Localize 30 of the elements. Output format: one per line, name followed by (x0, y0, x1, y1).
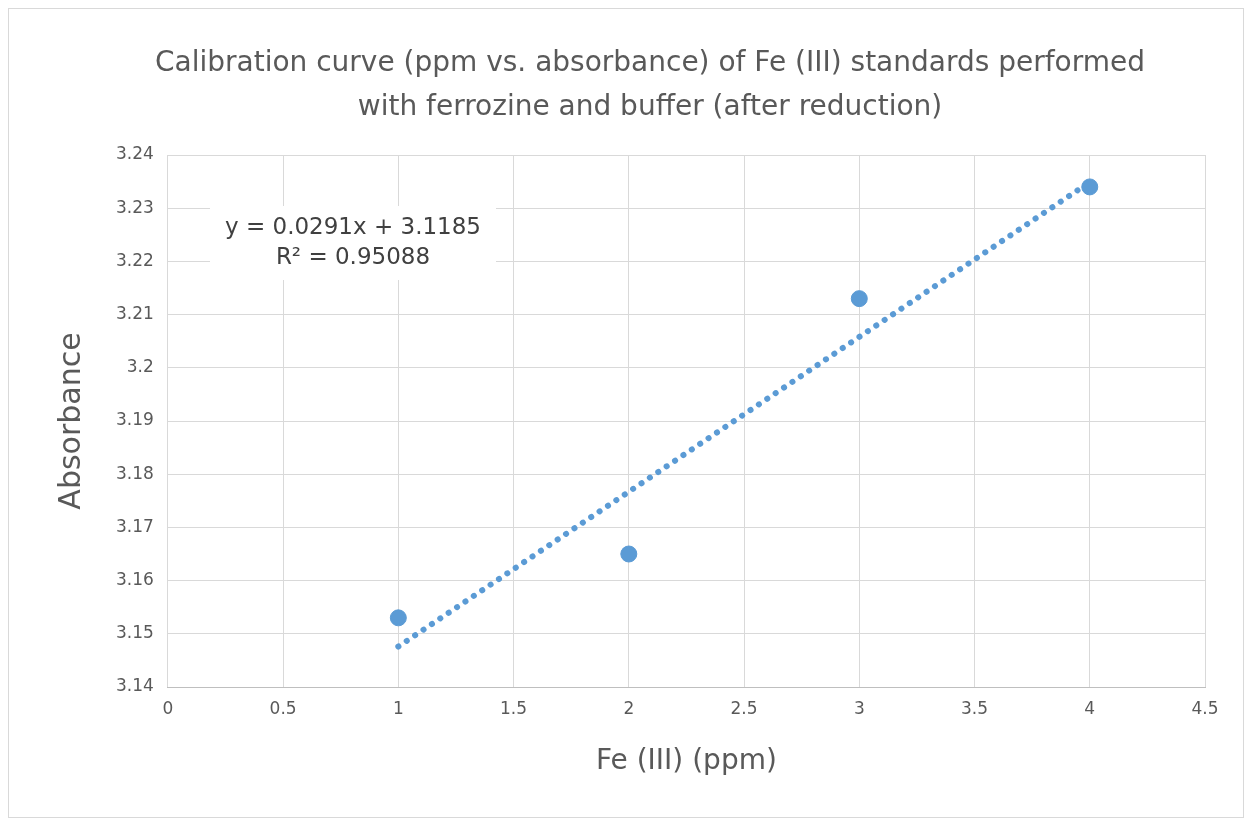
annotation: R² = 0.95088 (275, 242, 431, 269)
x-tick-label: 2.5 (730, 697, 758, 718)
x-tick-label: 2 (623, 697, 635, 718)
point (850, 290, 868, 308)
x-tick-label: 0.5 (269, 697, 297, 718)
y-tick-label: 3.15 (115, 622, 154, 643)
y-tick-label: 3.18 (115, 462, 154, 483)
y-tick-label: 3.16 (115, 569, 154, 590)
y-tick-label: 3.21 (115, 303, 154, 324)
x-tick-label: 4.5 (1191, 697, 1219, 718)
chart-title: Calibration curve (ppm vs. absorbance) of Fe (III) standards performed with ferrozine and buffer (after reduction) (153, 44, 1147, 124)
y-tick-label: 3.14 (115, 675, 154, 696)
x-axis-title: Fe (III) (ppm) (595, 743, 777, 777)
x-tick-label: 3 (853, 697, 865, 718)
y-tick-label: 3.17 (115, 515, 154, 536)
annotation: y = 0.0291x + 3.1185 (225, 212, 481, 239)
point (1081, 178, 1099, 196)
x-tick-label: 1 (392, 697, 404, 718)
x-tick-label: 3.5 (961, 697, 989, 718)
y-tick-label: 3.2 (126, 356, 154, 377)
y-tick-label: 3.19 (115, 409, 154, 430)
x-tick-label: 0 (162, 697, 174, 718)
y-tick-label: 3.23 (115, 196, 154, 217)
x-tick-label: 1.5 (500, 697, 528, 718)
point (620, 545, 638, 563)
point (389, 609, 407, 627)
y-tick-label: 3.24 (115, 143, 154, 164)
x-tick-label: 4 (1084, 697, 1096, 718)
y-tick-label: 3.22 (115, 249, 154, 270)
y-axis-title: Absorbance (51, 332, 87, 510)
